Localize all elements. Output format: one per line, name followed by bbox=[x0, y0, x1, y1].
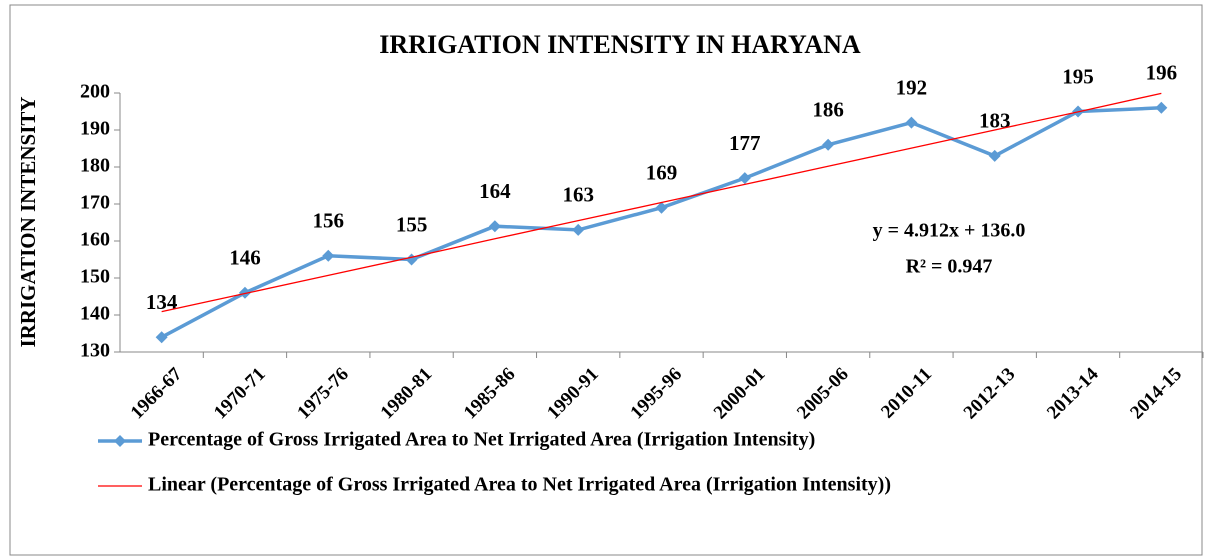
y-tick-label: 150 bbox=[80, 266, 110, 288]
y-tick-label: 190 bbox=[80, 118, 110, 140]
chart-title: IRRIGATION INTENSITY IN HARYANA bbox=[379, 30, 861, 59]
y-tick-label: 130 bbox=[80, 340, 110, 362]
point-marker bbox=[322, 249, 335, 262]
data-label: 146 bbox=[229, 246, 261, 270]
point-marker bbox=[988, 149, 1001, 162]
data-label: 134 bbox=[146, 290, 178, 314]
y-tick-label: 140 bbox=[80, 303, 110, 325]
trend-r2: R² = 0.947 bbox=[906, 256, 993, 278]
trend-equation: y = 4.912x + 136.0 bbox=[873, 220, 1026, 242]
data-label: 192 bbox=[896, 75, 928, 99]
legend-marker bbox=[114, 435, 126, 447]
point-marker bbox=[488, 220, 501, 233]
trend-line bbox=[161, 92, 1162, 313]
point-marker bbox=[738, 172, 751, 185]
data-label: 163 bbox=[562, 183, 594, 207]
data-label: 183 bbox=[979, 109, 1011, 133]
data-label: 156 bbox=[313, 209, 345, 233]
y-tick-label: 180 bbox=[80, 155, 110, 177]
data-label: 169 bbox=[646, 161, 678, 185]
y-tick-label: 200 bbox=[80, 81, 110, 103]
y-tick-label: 170 bbox=[80, 192, 110, 214]
point-marker bbox=[155, 331, 168, 344]
y-tick-label: 160 bbox=[80, 229, 110, 251]
data-label: 196 bbox=[1146, 61, 1178, 85]
legend-label: Linear (Percentage of Gross Irrigated Ar… bbox=[148, 474, 891, 496]
point-marker bbox=[655, 201, 668, 214]
point-marker bbox=[238, 286, 251, 299]
data-label: 195 bbox=[1062, 64, 1094, 88]
point-marker bbox=[905, 116, 918, 129]
point-marker bbox=[822, 138, 835, 151]
point-marker bbox=[1155, 101, 1168, 114]
chart-frame bbox=[9, 4, 1203, 556]
data-label: 186 bbox=[812, 98, 844, 122]
legend-label: Percentage of Gross Irrigated Area to Ne… bbox=[148, 429, 815, 451]
y-axis-title: IRRIGATION INTENSITY bbox=[16, 96, 40, 347]
data-label: 177 bbox=[729, 131, 761, 155]
point-marker bbox=[572, 223, 585, 236]
data-label: 155 bbox=[396, 212, 428, 236]
data-label: 164 bbox=[479, 179, 511, 203]
